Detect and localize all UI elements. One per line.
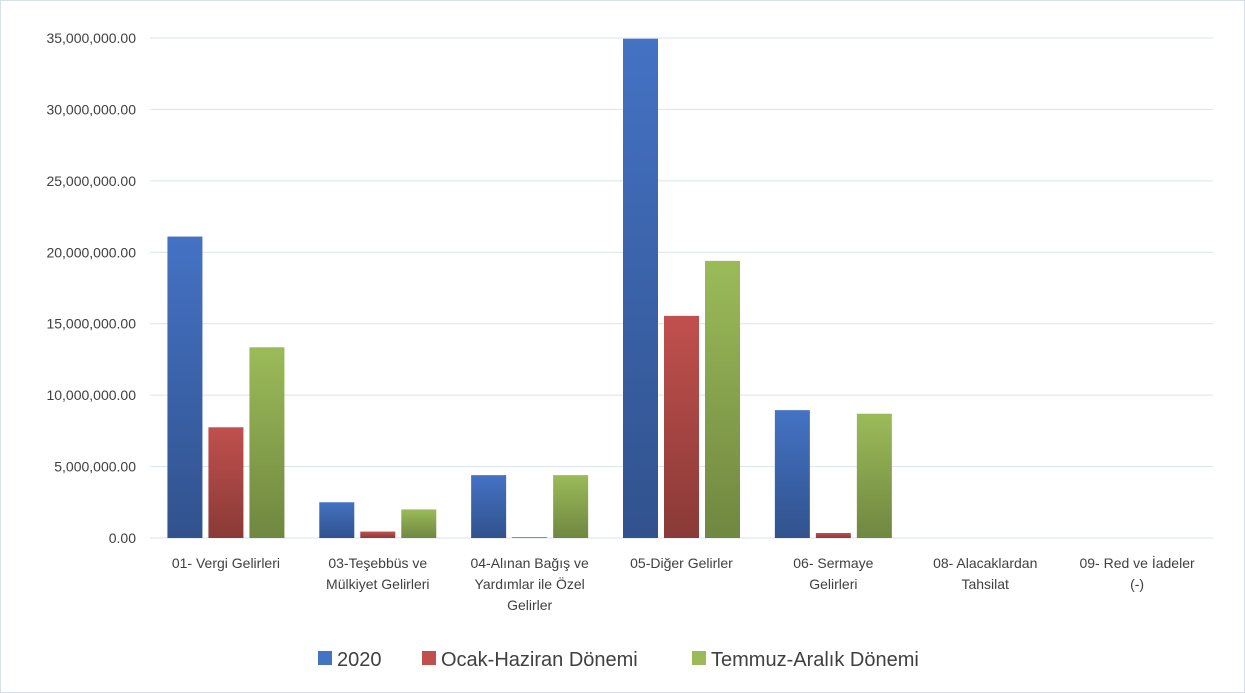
y-tick-label: 15,000,000.00 <box>46 316 136 332</box>
legend-swatch <box>318 651 332 665</box>
legend-label: Ocak-Haziran Dönemi <box>441 649 638 671</box>
x-category-label: 01- Vergi Gelirleri <box>172 555 280 571</box>
bar-3-1 <box>249 347 284 538</box>
legend-swatch <box>692 651 706 665</box>
x-category-label: 03-Teşebbüs ve Mülkiyet Gelirleri <box>326 555 429 592</box>
bar-1-3 <box>471 475 506 538</box>
bar-2-3 <box>512 537 547 538</box>
bar-3-2 <box>401 509 436 538</box>
bar-2-2 <box>360 532 395 538</box>
x-axis-category-labels: 01- Vergi Gelirleri 03-Teşebbüs ve Mülkiye… <box>172 554 1195 613</box>
y-tick-label: 0.00 <box>109 530 136 546</box>
legend-swatch <box>422 651 436 665</box>
y-tick-label: 20,000,000.00 <box>46 244 136 260</box>
legend-label: Temmuz-Aralık Dönemi <box>711 649 919 671</box>
y-tick-label: 5,000,000.00 <box>54 459 136 475</box>
bar-2-1 <box>208 427 243 538</box>
bar-3-5 <box>857 414 892 538</box>
bar-2-5 <box>816 533 851 538</box>
bar-3-4 <box>705 261 740 538</box>
bar-1-2 <box>319 502 354 538</box>
bar-1-5 <box>775 410 810 538</box>
bar-3-3 <box>553 475 588 538</box>
bars <box>167 39 891 538</box>
y-tick-label: 35,000,000.00 <box>46 30 136 46</box>
y-tick-label: 10,000,000.00 <box>46 387 136 403</box>
legend-label: 2020 <box>337 649 382 671</box>
y-tick-label: 25,000,000.00 <box>46 173 136 189</box>
bar-1-1 <box>167 237 202 538</box>
y-tick-label: 30,000,000.00 <box>46 101 136 117</box>
x-category-label: 08- Alacaklardan Tahsilat <box>933 555 1037 592</box>
x-category-label: 05-Diğer Gelirler <box>630 555 733 571</box>
x-category-label: 04-Alınan Bağış ve Yardımlar ile Özel Geli… <box>470 555 589 613</box>
x-category-label: 06- Sermaye Gelirleri <box>793 555 873 592</box>
bar-1-4 <box>623 39 658 538</box>
x-category-label: 09- Red ve İadeler (-) <box>1079 554 1195 592</box>
bar-2-4 <box>664 316 699 538</box>
y-axis-tick-labels: 0.00 5,000,000.00 10,000,000.00 15,000,000.… <box>46 30 136 546</box>
legend: 2020 Ocak-Haziran Dönemi Temmuz-Aralık Dön… <box>318 649 919 671</box>
